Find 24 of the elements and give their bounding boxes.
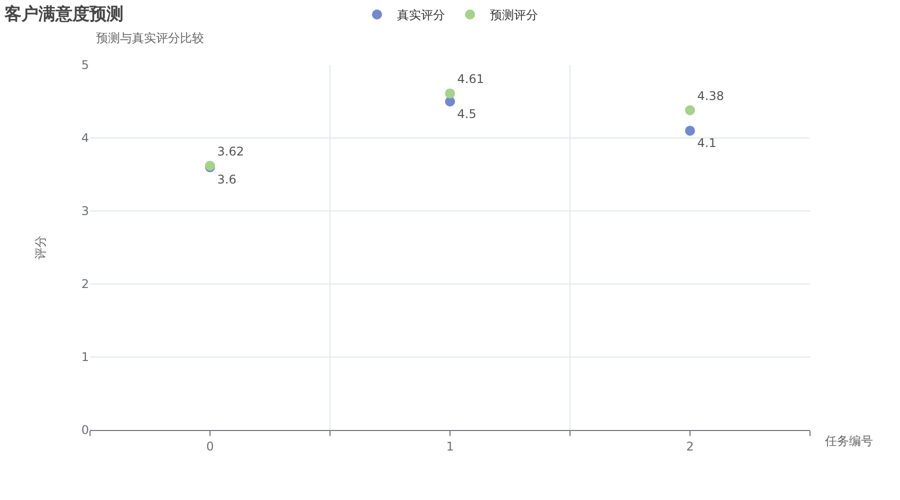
legend-label: 真实评分 <box>397 8 445 22</box>
data-label: 3.62 <box>217 144 244 158</box>
x-tick-label: 1 <box>446 439 454 454</box>
chart-subtitle: 预测与真实评分比较 <box>96 31 204 45</box>
y-tick-label: 0 <box>81 423 89 438</box>
point <box>685 105 695 116</box>
y-tick-label: 1 <box>81 350 89 364</box>
data-label: 4.1 <box>697 136 716 150</box>
y-tick-label: 4 <box>81 131 89 146</box>
y-tick-label: 5 <box>81 58 89 72</box>
chart-title: 客户满意度预测 <box>4 4 124 24</box>
data-label: 4.5 <box>457 106 476 121</box>
point <box>685 126 695 136</box>
x-axis-title: 任务编号 <box>824 434 873 448</box>
legend-label: 预测评分 <box>490 8 538 22</box>
point <box>445 88 455 98</box>
y-axis-title: 评分 <box>34 236 48 260</box>
data-label: 3.6 <box>217 172 236 186</box>
y-tick-label: 3 <box>81 204 89 218</box>
x-tick-label: 0 <box>206 439 214 454</box>
data-label: 4.61 <box>457 72 484 86</box>
data-label: 4.38 <box>697 89 724 104</box>
y-tick-label: 2 <box>81 277 89 292</box>
x-tick-label: 2 <box>686 439 694 454</box>
